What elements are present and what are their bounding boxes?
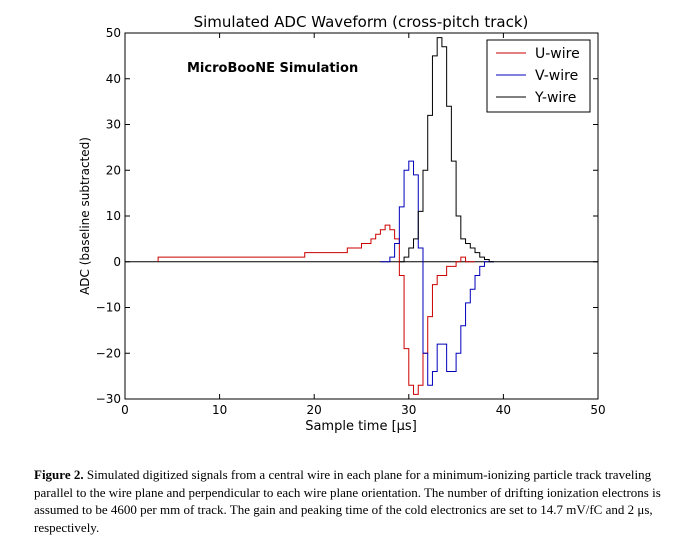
y-tick-label: 50 [106, 26, 121, 40]
x-axis-label: Sample time [μs] [305, 419, 417, 434]
legend-label-y-wire: Y-wire [534, 90, 576, 106]
x-tick-label: 10 [212, 403, 227, 417]
x-tick-label: 30 [401, 403, 416, 417]
series-line-y-wire [399, 37, 494, 263]
legend-label-u-wire: U-wire [535, 46, 580, 62]
y-tick-label: 40 [106, 72, 121, 86]
x-tick-label: 0 [121, 403, 129, 417]
y-tick-label: 20 [106, 163, 121, 177]
x-tick-label: 50 [590, 403, 605, 417]
chart-figure: Simulated ADC Waveform (cross-pitch trac… [78, 13, 606, 434]
legend: U-wire V-wire Y-wire [486, 39, 591, 113]
series-line-u-wire [157, 224, 476, 395]
y-tick-label: −20 [96, 346, 121, 360]
plot-frame [124, 32, 599, 400]
x-tick-label: 40 [496, 403, 511, 417]
y-tick-label: −30 [96, 392, 121, 406]
y-tick-label: 0 [113, 255, 121, 269]
y-axis-label: ADC (baseline subtracted) [78, 137, 92, 295]
x-tick-label: 20 [307, 403, 322, 417]
chart-title: Simulated ADC Waveform (cross-pitch trac… [194, 13, 529, 31]
series-layer [157, 37, 494, 395]
legend-label-v-wire: V-wire [535, 68, 578, 84]
y-tick-label: 10 [106, 209, 121, 223]
series-line-v-wire [380, 160, 494, 386]
simulation-annotation: MicroBooNE Simulation [187, 61, 358, 76]
caption-label: Figure 2. [34, 467, 84, 482]
legend-box [486, 39, 591, 113]
caption-text: Simulated digitized signals from a centr… [34, 467, 661, 535]
figure-caption: Figure 2. Simulated digitized signals fr… [34, 466, 679, 536]
y-tick-label: 30 [106, 118, 121, 132]
y-tick-label: −10 [96, 301, 121, 315]
